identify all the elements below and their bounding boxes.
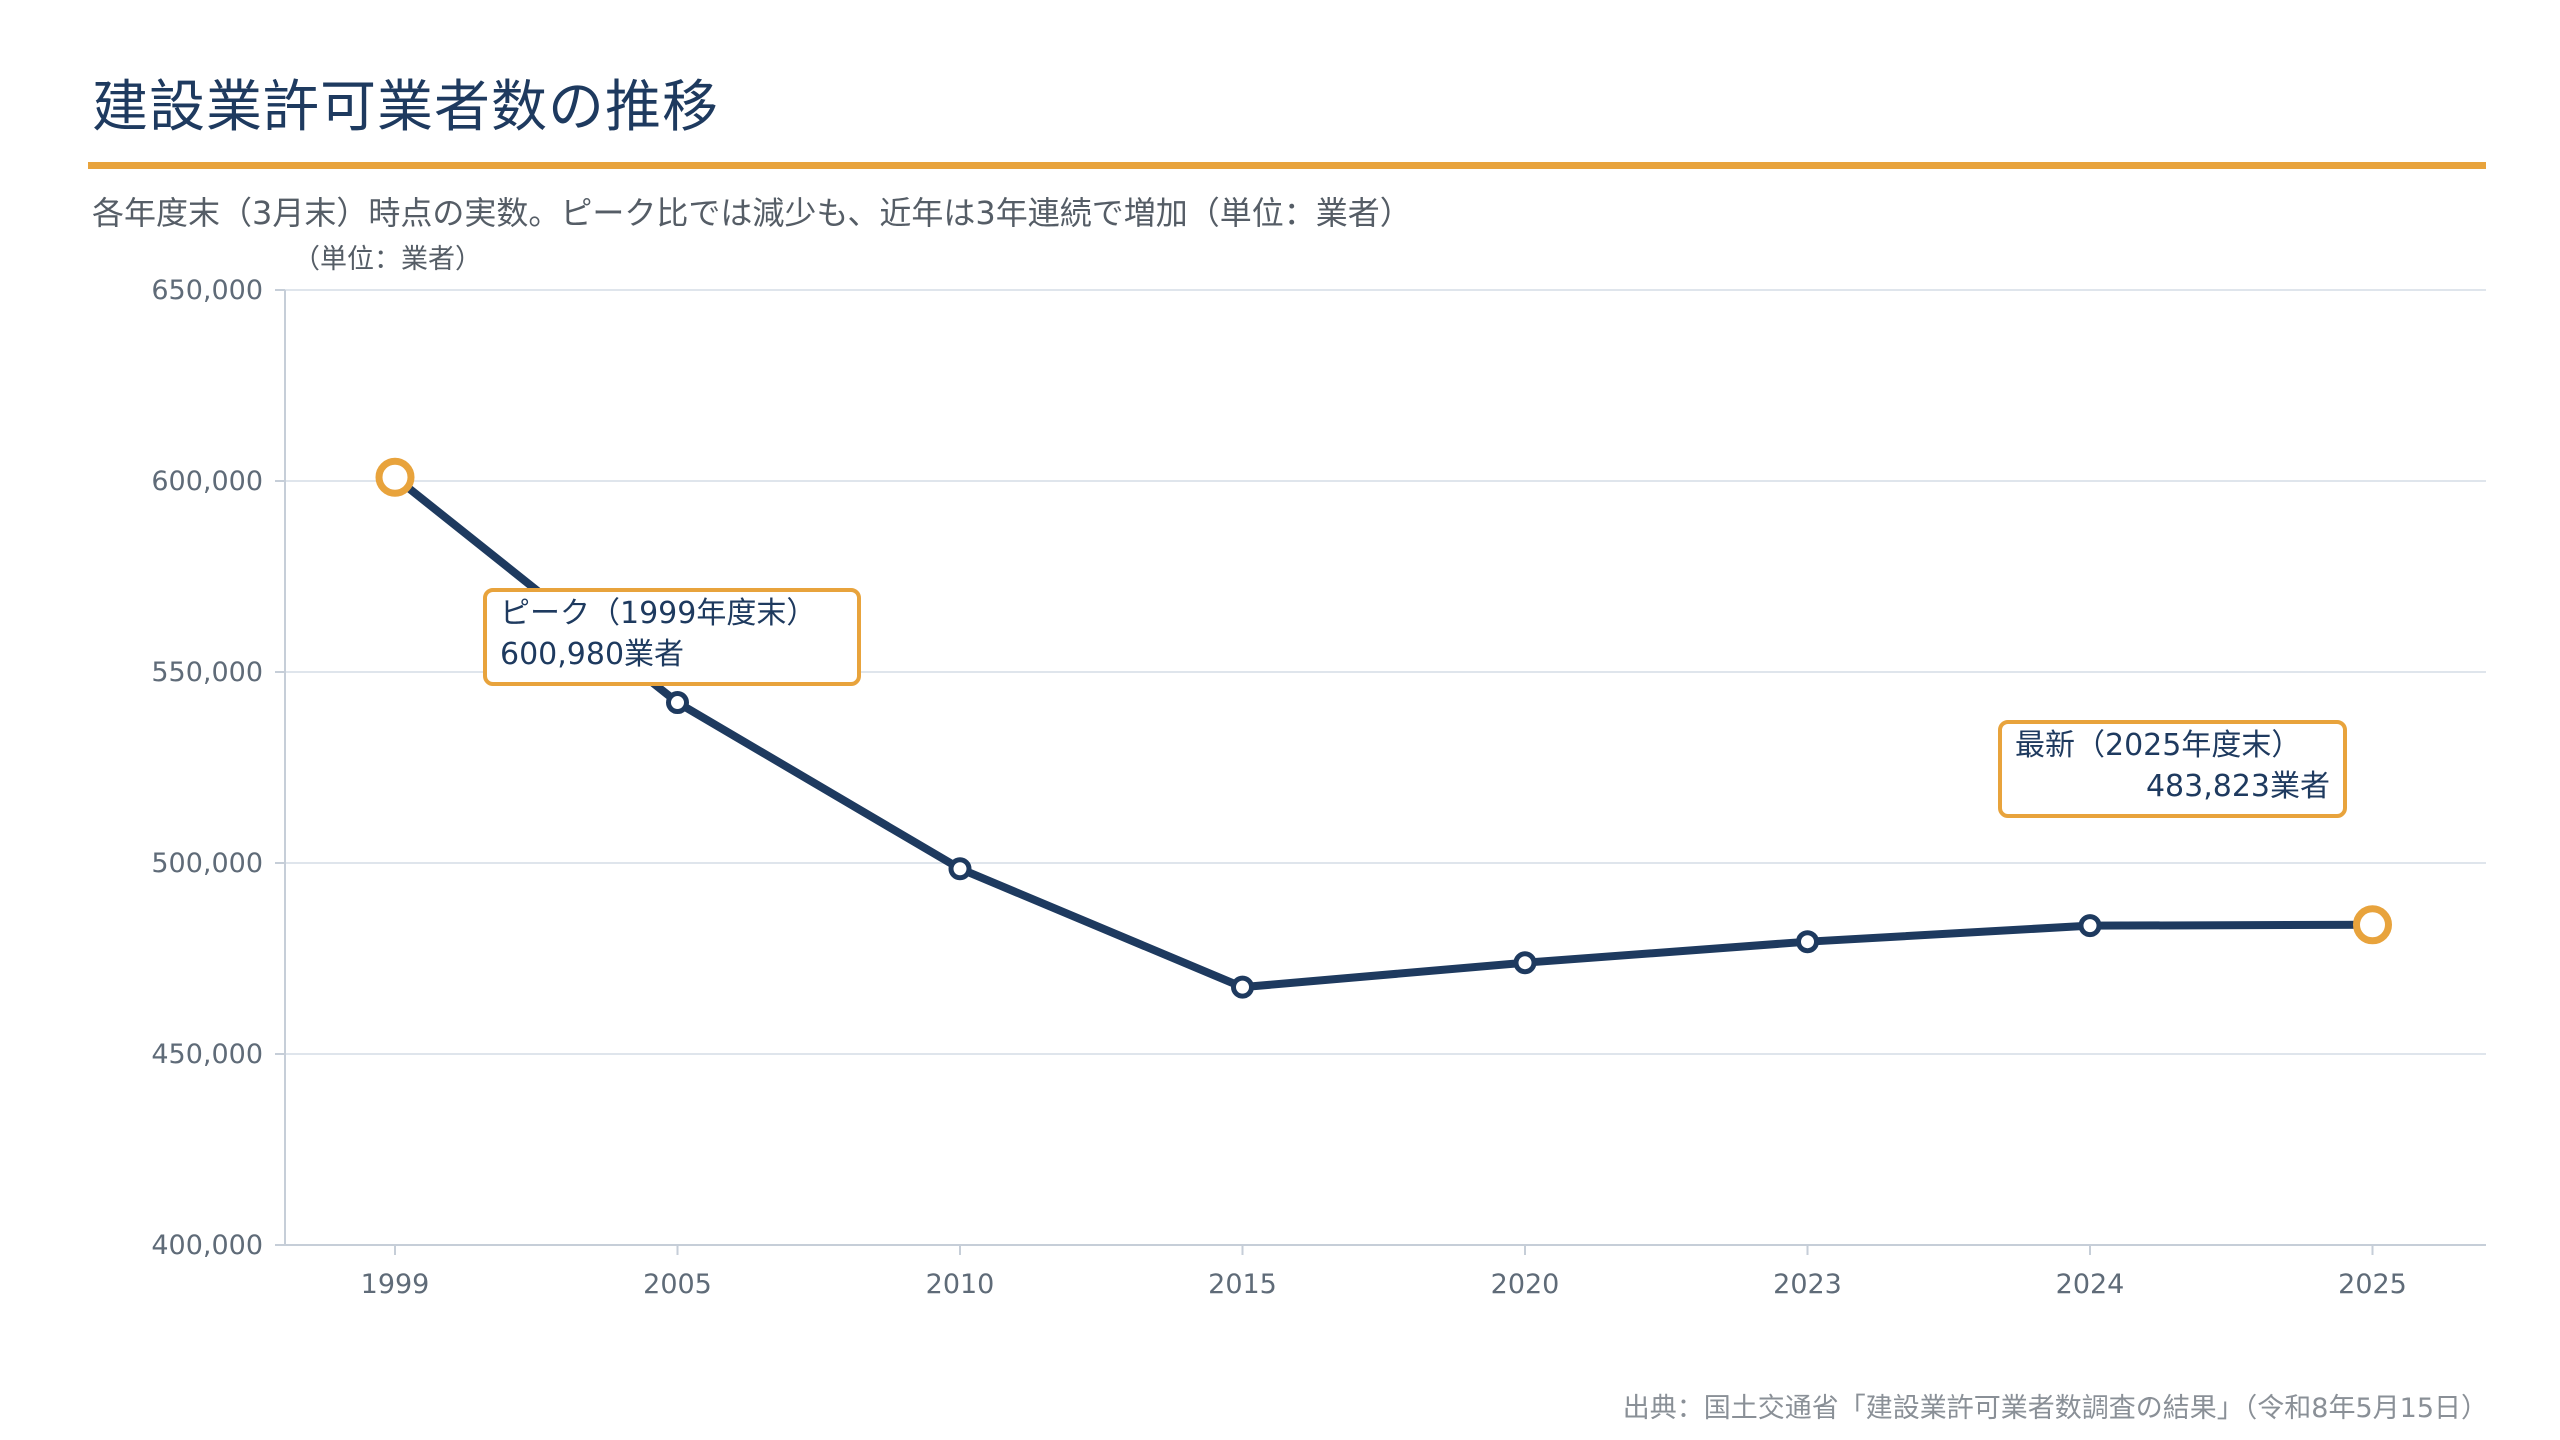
x-tick-label: 2010 — [926, 1269, 995, 1300]
callout-box: ピーク（1999年度末） 600,980業者 — [483, 588, 861, 686]
chart-subtitle: 各年度末（3月末）時点の実数。ピーク比では減少も、近年は3年連続で増加（単位：業… — [92, 194, 1412, 232]
callout-border — [483, 588, 861, 686]
x-tick-label: 2024 — [2056, 1269, 2125, 1300]
callout-border — [1998, 720, 2347, 818]
callout-title: 最新（2025年度末） — [2015, 728, 2301, 763]
x-tick-label: 1999 — [361, 1269, 430, 1300]
data-point — [1231, 975, 1254, 999]
data-point — [1796, 930, 1819, 954]
x-tick-label: 2025 — [2338, 1269, 2407, 1300]
callout-value: 600,980業者 — [500, 637, 684, 672]
series-line — [391, 473, 2377, 992]
data-point — [948, 857, 972, 881]
chart-title: 建設業許可業者数の推移 — [92, 75, 719, 140]
callout-box: 最新（2025年度末） 483,823業者 — [1998, 720, 2347, 818]
source-note: 出典：国土交通省「建設業許可業者数調査の結果」（令和8年5月15日） — [1622, 1393, 2488, 1424]
data-point — [666, 691, 689, 715]
y-tick-label: 600,000 — [151, 466, 263, 497]
y-tick-label: 650,000 — [151, 275, 263, 306]
series-line-layer — [391, 473, 2377, 992]
data-point — [2078, 914, 2102, 938]
y-tick-label: 550,000 — [151, 657, 263, 688]
x-tick-label: 2005 — [643, 1269, 712, 1300]
callout-value: 483,823業者 — [2146, 769, 2330, 804]
data-point-layer — [375, 457, 2392, 999]
y-axis-unit-label: （単位：業者） — [293, 244, 482, 275]
y-tick-label: 500,000 — [151, 848, 263, 879]
callout-title: ピーク（1999年度末） — [500, 596, 816, 631]
highlight-point — [375, 457, 415, 497]
y-tick-label: 400,000 — [151, 1230, 263, 1261]
x-tick-label: 2020 — [1491, 1269, 1560, 1300]
highlight-point — [2353, 905, 2392, 945]
title-underline — [88, 162, 2486, 169]
y-tick-label: 450,000 — [151, 1039, 263, 1070]
x-tick-label: 2015 — [1208, 1269, 1277, 1300]
x-tick-label: 2023 — [1773, 1269, 1842, 1300]
data-point — [1513, 951, 1537, 975]
axis-layer: 400,000 450,000 500,000 550,000 600,000 650,0… — [151, 275, 2486, 1300]
